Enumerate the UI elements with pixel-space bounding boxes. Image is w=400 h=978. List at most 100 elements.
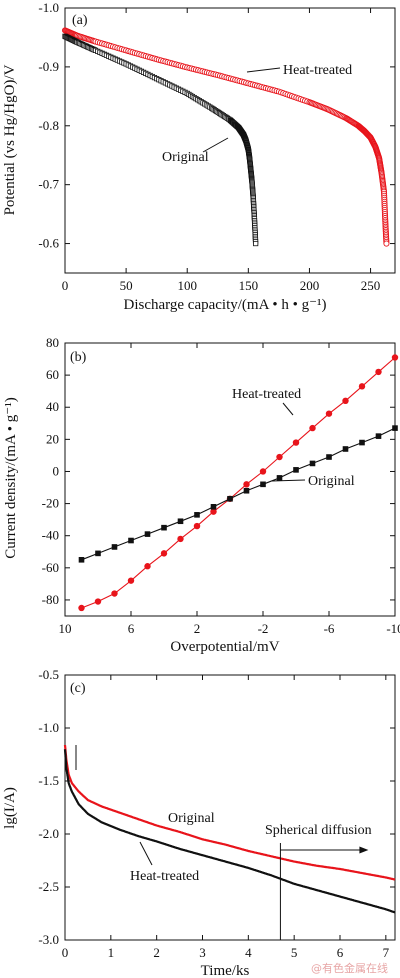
panel-b-point-heat-treated (391, 354, 399, 361)
panel-c-xtick-label: 7 (383, 945, 390, 960)
panel-c-xtick-label: 5 (291, 945, 298, 960)
panel-a-frame (64, 7, 396, 274)
panel-a-ytick-label: -0.7 (38, 177, 59, 192)
panel-c-annotation-spherical-diffusion: Spherical diffusion (265, 823, 372, 838)
panel-c-ytick-label: -0.5 (38, 667, 59, 682)
panel-c-ytick-label: -2.5 (38, 879, 59, 894)
panel-a-xlabel: Discharge capacity/(mA • h • g⁻¹) (124, 297, 327, 313)
panel-b-point-heat-treated (276, 453, 283, 461)
panel-b-point-heat-treated (292, 439, 300, 446)
panel-c-xtick-label: 2 (153, 945, 160, 960)
panel-b-point-original (243, 487, 250, 494)
panel-b-point-heat-treated (243, 481, 250, 488)
panel-c-chronoamperometry: (c) Time/ks lg(I/A) 0 1 2 3 4 5 6 7 -0.5 -1.0 -1.5… (2, 667, 396, 978)
panel-b-xlabel: Overpotential/mV (170, 639, 279, 655)
panel-c-xlabel: Time/ks (201, 963, 250, 978)
panel-b-point-heat-treated (309, 424, 316, 432)
panel-b-point-heat-treated (94, 598, 102, 605)
panel-b-ytick-label: -60 (42, 560, 59, 575)
panel-a-series-original-line (64, 35, 257, 244)
panel-b-xtick-label: -10 (386, 621, 400, 636)
panel-a-discharge-curves: (a) Discharge capacity/(mA • h • g⁻¹) Po… (2, 0, 396, 313)
panel-c-xtick-label: 4 (245, 945, 252, 960)
panel-a-pointer-heat-treated (246, 67, 281, 73)
panel-b-frame (64, 342, 396, 617)
panel-c-xtick-label: 3 (199, 945, 206, 960)
panel-a-ytick-label: -0.6 (38, 236, 59, 251)
panel-b-point-heat-treated (193, 522, 201, 530)
panel-b-point-original (359, 439, 365, 446)
panel-c-frame (64, 674, 396, 941)
panel-b-xtick-label: 2 (194, 621, 201, 636)
panel-b-point-heat-treated (342, 397, 349, 405)
watermark: @有色金属在线 (311, 961, 388, 975)
panel-c-label: (c) (70, 681, 86, 696)
panel-b-point-original (309, 460, 316, 467)
panel-b-ytick-label: 20 (46, 431, 59, 446)
panel-a-pointer-original (202, 137, 229, 153)
panel-a-ytick-label: -0.9 (38, 59, 59, 74)
panel-b-point-original (111, 544, 118, 550)
panel-c-ylabel: lg(I/A) (2, 787, 18, 829)
panel-b-point-original (161, 524, 167, 531)
panel-c-arrowhead (359, 846, 369, 854)
panel-b-annotation-original: Original (308, 474, 355, 489)
panel-b-xtick-label: -2 (258, 621, 269, 636)
panel-b-point-heat-treated (210, 508, 217, 515)
panel-c-pointer-heat-treated (139, 841, 153, 866)
panel-b-point-original (227, 495, 233, 502)
panel-b-point-original (260, 481, 266, 488)
panel-c-series-original-line (63, 745, 396, 881)
panel-b-point-heat-treated (177, 535, 184, 543)
panel-c-ytick-label: -1.0 (38, 720, 59, 735)
panel-a-annotation-original: Original (162, 150, 209, 165)
panel-c-annotation-original: Original (168, 811, 215, 826)
panel-b-point-heat-treated (325, 410, 333, 417)
panel-a-ytick-label: -1.0 (38, 0, 59, 15)
panel-c-ytick-label: -2.0 (38, 826, 59, 841)
panel-b-point-heat-treated (358, 383, 366, 390)
panel-b-xtick-label: -6 (324, 621, 335, 636)
panel-b-point-heat-treated (375, 368, 382, 376)
panel-b-point-original (293, 467, 299, 473)
panel-b-ytick-label: 40 (46, 399, 59, 414)
panel-c-xtick-label: 1 (108, 945, 115, 960)
panel-b-point-original (194, 512, 200, 518)
panel-b-point-heat-treated (127, 577, 135, 584)
panel-b-ytick-label: 80 (46, 335, 59, 350)
panel-b-xtick-label: 10 (59, 621, 72, 636)
panel-b-point-original (375, 433, 382, 439)
panel-b-point-original (342, 446, 349, 452)
panel-a-xtick-label: 100 (177, 278, 197, 293)
panel-b-point-original (210, 504, 217, 510)
panel-a-point-heat-treated (383, 240, 390, 247)
panel-b-point-heat-treated (259, 468, 267, 475)
panel-b-point-heat-treated (160, 550, 168, 557)
panel-c-ytick-label: -1.5 (38, 773, 59, 788)
panel-b-ytick-label: -40 (42, 528, 59, 543)
panel-a-xtick-label: 50 (120, 278, 133, 293)
panel-b-pointer-heat-treated (282, 402, 294, 416)
panel-b-ytick-label: 0 (53, 463, 60, 478)
panel-b-ytick-label: -20 (42, 496, 59, 511)
panel-b-point-original (276, 475, 283, 481)
panel-c-xtick-label: 0 (62, 945, 69, 960)
panel-b-polarization: (b) Overpotential/mV Current density/(mA… (3, 335, 400, 655)
panel-b-point-original (78, 556, 85, 563)
panel-b-point-original (326, 454, 332, 460)
panel-b-series-heat-treated-line (81, 357, 396, 609)
panel-b-point-heat-treated (144, 563, 151, 570)
panel-b-point-original (177, 518, 184, 525)
panel-c-annotation-heat-treated: Heat-treated (130, 869, 199, 884)
panel-b-label: (b) (70, 350, 87, 365)
panel-b-point-heat-treated (111, 590, 118, 597)
panel-b-point-original (392, 425, 398, 431)
panel-b-xtick-label: 6 (128, 621, 135, 636)
panel-a-xtick-label: 200 (300, 278, 320, 293)
panel-b-pointer-original (271, 479, 306, 482)
panel-b-point-heat-treated (78, 604, 85, 612)
panel-c-xtick-label: 6 (337, 945, 344, 960)
panel-b-point-original (128, 537, 134, 544)
panel-a-point-original (253, 240, 259, 247)
panel-b-point-original (144, 531, 151, 537)
